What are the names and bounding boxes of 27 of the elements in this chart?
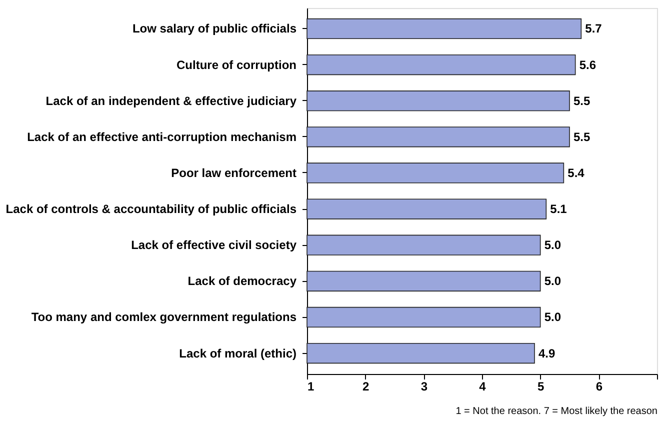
x-tick-label: 2 <box>362 380 370 394</box>
y-tick-label: Lack of controls & accountability of public officials <box>6 202 297 216</box>
x-tick-label: 5 <box>537 380 544 394</box>
y-tick-label: Lack of effective civil society <box>131 238 297 252</box>
y-tick-label: Lack of democracy <box>188 274 297 288</box>
data-label: 5.7 <box>585 22 602 36</box>
data-label: 5.4 <box>568 166 585 180</box>
data-label: 5.0 <box>544 274 562 288</box>
data-label: 5.0 <box>544 238 562 252</box>
y-tick-label: Lack of an effective anti-corruption mechanism <box>27 130 296 144</box>
x-tick-label: 1 <box>308 380 314 394</box>
x-tick-label: 3 <box>420 380 428 394</box>
data-label: 4.9 <box>538 346 556 360</box>
data-label: 5.6 <box>579 58 596 72</box>
data-label: 5.0 <box>544 310 562 324</box>
data-label: 5.1 <box>550 202 568 216</box>
x-tick-label: 4 <box>479 380 486 394</box>
y-tick-label: Culture of corruption <box>176 58 296 72</box>
data-label: 5.5 <box>574 130 591 144</box>
y-tick-label: Low salary of public officials <box>132 22 297 36</box>
x-tick-label: 6 <box>596 380 603 394</box>
data-label: 5.5 <box>574 94 591 108</box>
y-tick-label: Lack of moral (ethic) <box>179 346 296 360</box>
y-tick-label: Lack of an independent & effective judiciary <box>46 94 297 108</box>
y-tick-label: Too many and comlex government regulations <box>31 310 297 324</box>
text: 1 = Not the reason. 7 = Most likely the reason <box>456 406 658 417</box>
y-tick-label: Poor law enforcement <box>171 166 296 180</box>
